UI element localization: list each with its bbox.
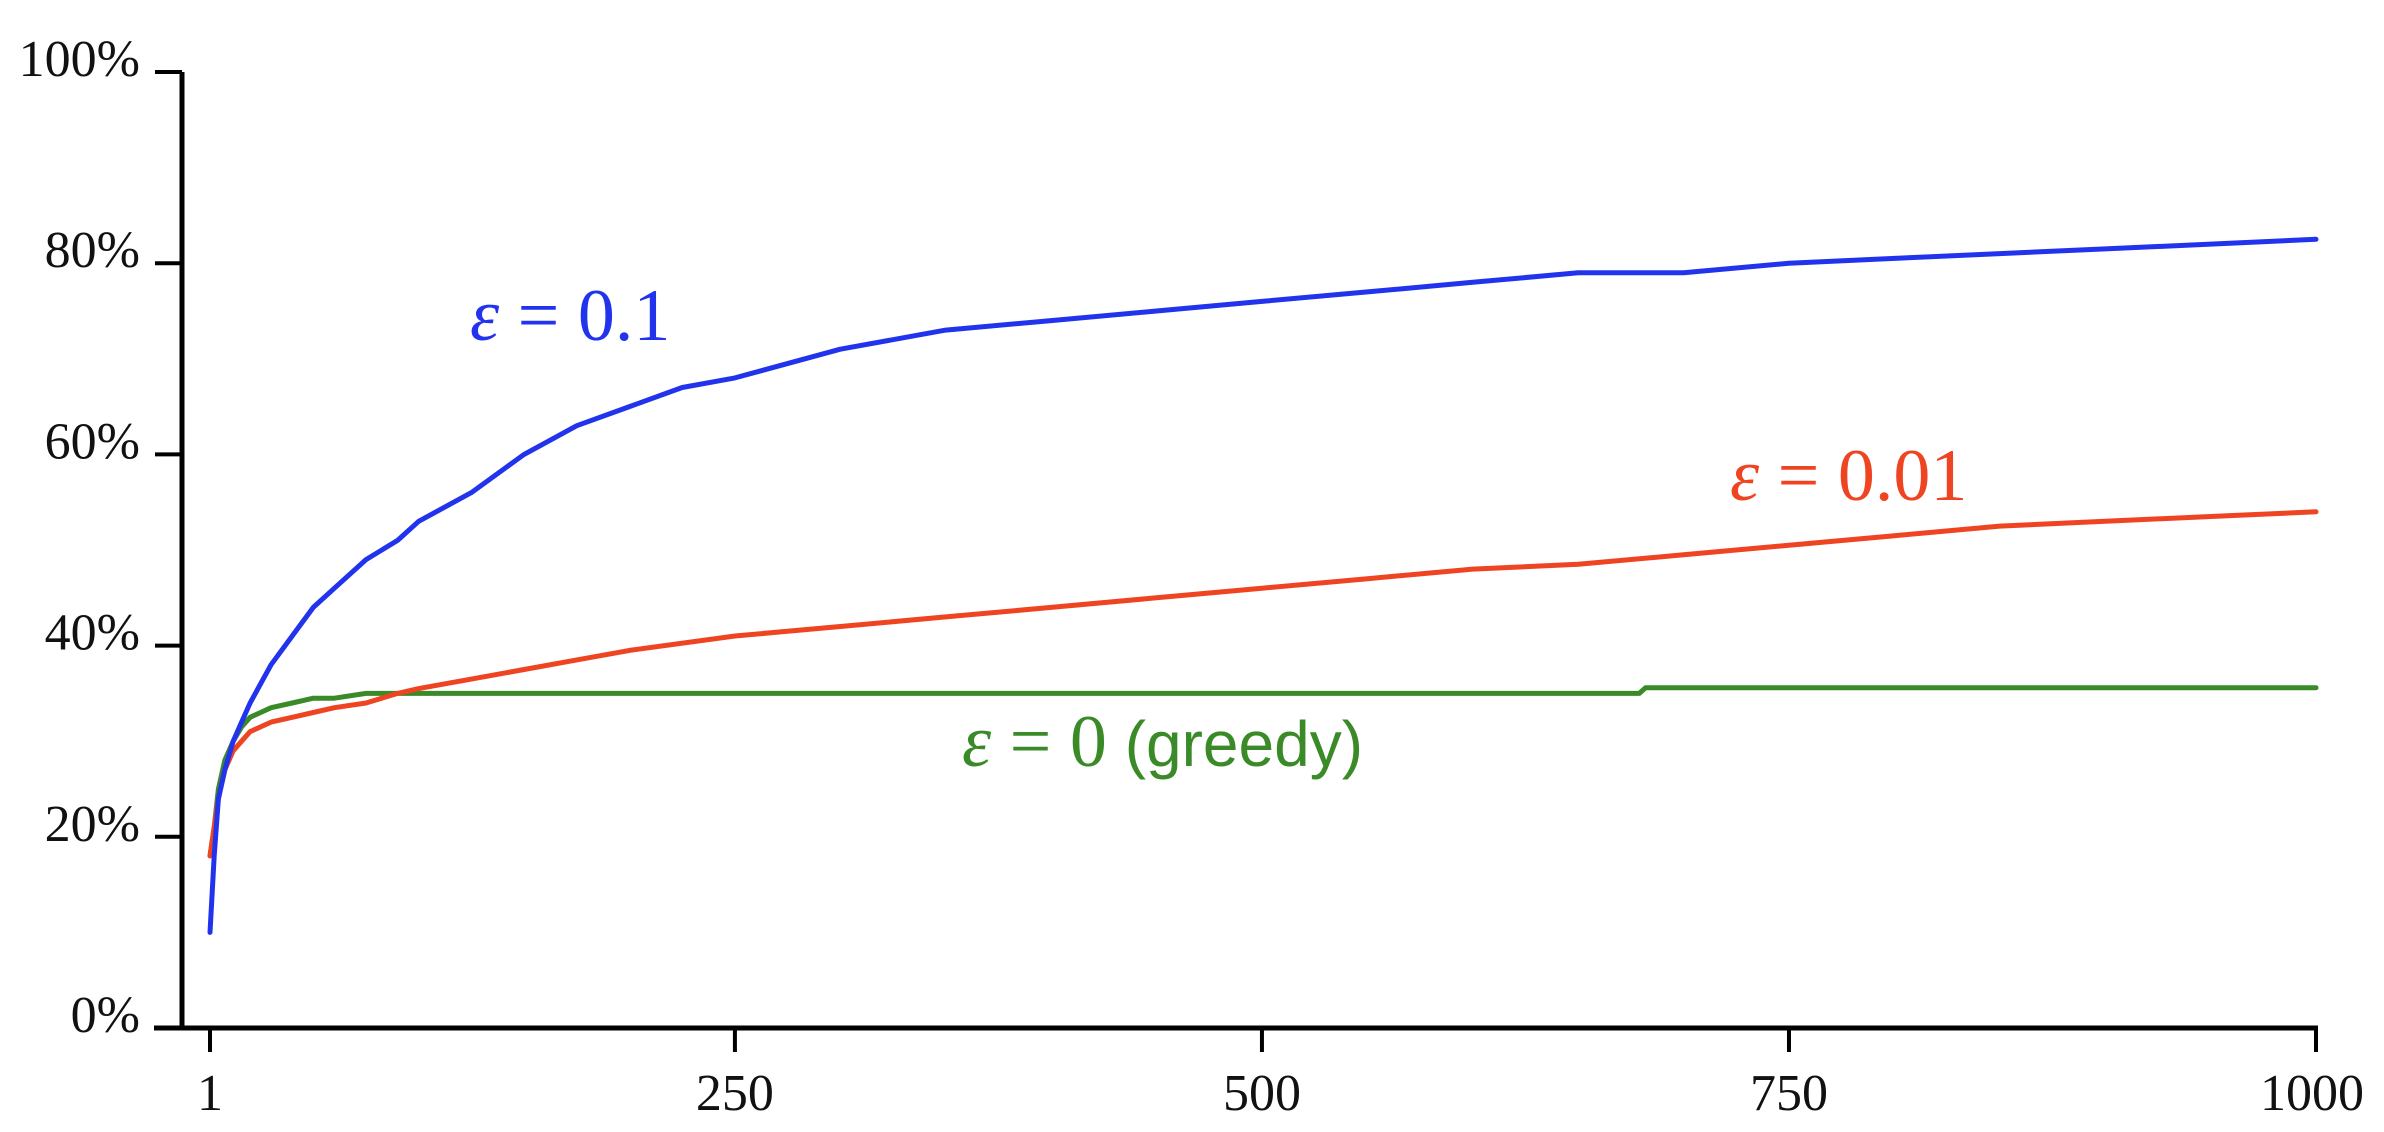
- x-tick-label: 1: [197, 1065, 223, 1122]
- series-label-epsilon-0.01-symbol: ε: [1730, 435, 1760, 517]
- series-label-greedy-word: (greedy): [1107, 708, 1363, 780]
- series-label-epsilon-0.01: ε = 0.01: [1730, 435, 1967, 517]
- x-tick-label: 500: [1223, 1065, 1301, 1122]
- x-tick-label: 1000: [2260, 1065, 2364, 1122]
- y-tick-label: 20%: [45, 796, 140, 853]
- series-label-greedy-value: = 0: [991, 701, 1107, 783]
- series-line-0: [207, 236, 2319, 935]
- series-label-epsilon-0.1: ε = 0.1: [470, 275, 670, 357]
- y-ticks: 0% 20% 40% 60% 80% 100%: [19, 31, 182, 1044]
- x-ticks: 1 250 500 750 1000: [197, 1028, 2364, 1122]
- series-label-greedy-symbol: ε: [962, 701, 992, 783]
- series-lines: [207, 236, 2319, 935]
- series-line-1: [207, 509, 2319, 859]
- y-tick-label: 60%: [45, 413, 140, 470]
- series-label-epsilon-0.1-value: = 0.1: [499, 275, 670, 357]
- x-tick-label: 250: [696, 1065, 774, 1122]
- x-tick-label: 750: [1750, 1065, 1828, 1122]
- y-tick-label: 80%: [45, 222, 140, 279]
- y-tick-label: 0%: [71, 987, 140, 1044]
- series-label-epsilon-0.1-symbol: ε: [470, 275, 500, 357]
- series-label-greedy: ε = 0 (greedy): [962, 701, 1363, 783]
- y-tick-label: 40%: [45, 605, 140, 662]
- y-tick-label: 100%: [19, 31, 140, 88]
- axes: 0% 20% 40% 60% 80% 100% 1 250 500 750 1000: [19, 31, 2364, 1122]
- series-label-epsilon-0.01-value: = 0.01: [1759, 435, 1967, 517]
